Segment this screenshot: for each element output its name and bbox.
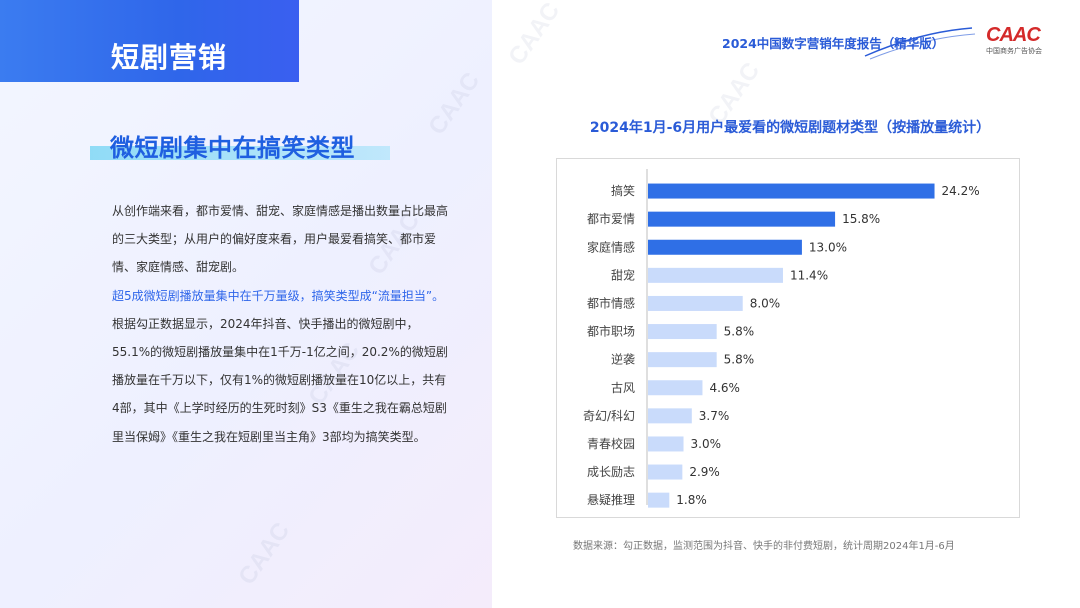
- logo-subtitle: 中国商务广告协会: [986, 47, 1042, 55]
- value-label: 11.4%: [790, 268, 828, 282]
- bar: [648, 464, 683, 480]
- bar: [648, 239, 802, 255]
- watermark: CAAC: [503, 0, 566, 70]
- value-label: 2.9%: [689, 465, 720, 479]
- bar: [648, 352, 717, 368]
- category-label: 都市爱情: [587, 211, 635, 226]
- logo-text: CAAC: [986, 24, 1041, 46]
- heading-underline: [90, 146, 390, 160]
- category-label: 青春校园: [587, 436, 635, 451]
- body-text: 从创作端来看，都市爱情、甜宠、家庭情感是播出数量占比最高的三大类型；从用户的偏好…: [112, 197, 452, 451]
- chart-frame: 搞笑 24.2% 都市爱情 15.8% 家庭情感 13.0% 甜宠 11.4% 都市情感 8.0%…: [556, 158, 1020, 518]
- category-label: 搞笑: [611, 183, 635, 198]
- category-label: 都市职场: [587, 324, 635, 339]
- bar: [648, 183, 935, 199]
- value-label: 8.0%: [750, 296, 781, 310]
- chart-title: 2024年1月-6月用户最爱看的微短剧题材类型（按播放量统计）: [589, 120, 991, 136]
- section-tag-label: 短剧营销: [111, 41, 228, 74]
- caac-logo: CAAC 中国商务广告协会: [986, 24, 1052, 58]
- bar: [648, 408, 692, 424]
- section-tag: 短剧营销: [0, 0, 299, 82]
- category-label: 家庭情感: [587, 239, 635, 254]
- value-label: 3.0%: [691, 437, 722, 451]
- paragraph-2-highlight: 超5成微短剧播放量集中在千万量级，搞笑类型成“流量担当”。: [112, 288, 445, 303]
- value-label: 4.6%: [709, 381, 740, 395]
- paragraph-1: 从创作端来看，都市爱情、甜宠、家庭情感是播出数量占比最高的三大类型；从用户的偏好…: [112, 204, 449, 275]
- bar: [648, 211, 836, 227]
- category-label: 古风: [611, 380, 635, 395]
- value-label: 24.2%: [942, 184, 980, 198]
- category-label: 甜宠: [611, 267, 635, 282]
- bar: [648, 267, 783, 283]
- bar: [648, 436, 684, 452]
- value-label: 3.7%: [699, 409, 730, 423]
- bar: [648, 324, 717, 340]
- bar-chart: 搞笑 24.2% 都市爱情 15.8% 家庭情感 13.0% 甜宠 11.4% 都市情感 8.0%…: [583, 169, 980, 508]
- bar: [648, 295, 743, 311]
- category-label: 奇幻/科幻: [583, 409, 635, 423]
- bar: [648, 492, 670, 508]
- paragraph-2-body: 根据勾正数据显示，2024年抖音、快手播出的微短剧中，55.1%的微短剧播放量集…: [112, 316, 448, 444]
- category-label: 悬疑推理: [587, 492, 635, 507]
- left-panel: [0, 0, 492, 608]
- value-label: 5.8%: [724, 353, 755, 367]
- value-label: 15.8%: [842, 212, 880, 226]
- bar: [648, 380, 703, 396]
- swoosh-decoration-icon: [864, 27, 976, 60]
- value-label: 1.8%: [676, 493, 707, 507]
- value-label: 5.8%: [724, 325, 755, 339]
- page-heading: 微短剧集中在搞笑类型: [110, 134, 355, 162]
- data-source: 数据来源：勾正数据，监测范围为抖音、快手的非付费短剧，统计周期2024年1月-6…: [573, 541, 955, 552]
- category-label: 逆袭: [611, 352, 635, 367]
- category-label: 都市情感: [587, 295, 635, 310]
- value-label: 13.0%: [809, 240, 847, 254]
- category-label: 成长励志: [587, 465, 635, 479]
